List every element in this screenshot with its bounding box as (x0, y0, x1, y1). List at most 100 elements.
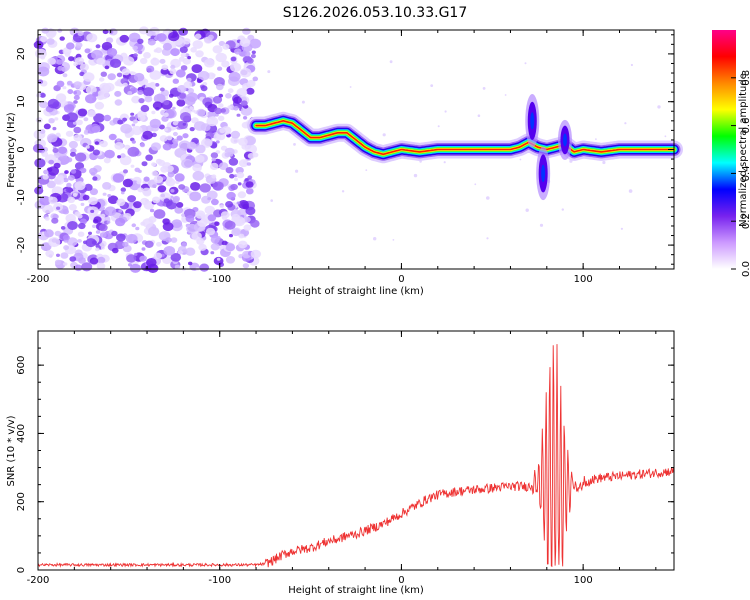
noise-speckle (204, 205, 215, 215)
noise-speckle (120, 153, 126, 158)
spectrogram-ytick-label: 10 (16, 95, 27, 108)
noise-speckle (91, 240, 97, 245)
noise-speckle (215, 113, 219, 117)
noise-speckle (39, 129, 46, 134)
noise-speckle (212, 95, 223, 104)
noise-speckle (170, 189, 175, 193)
noise-speckle (136, 180, 142, 185)
noise-speckle (57, 65, 64, 71)
noise-speckle (127, 146, 140, 157)
noise-speckle (237, 182, 242, 186)
noise-speckle (216, 257, 221, 261)
noise-speckle (91, 49, 103, 60)
noise-speckle (68, 204, 77, 211)
noise-speck (444, 110, 447, 113)
noise-speckle (80, 202, 85, 206)
noise-speckle (73, 95, 80, 101)
noise-speckle (124, 144, 131, 150)
noise-speckle (127, 195, 136, 203)
noise-speckle (79, 63, 89, 71)
noise-speckle (111, 230, 118, 237)
noise-speckle (132, 45, 138, 51)
noise-speckle (93, 113, 105, 123)
noise-speckle (205, 227, 216, 236)
noise-speck (389, 60, 393, 64)
noise-speckle (238, 200, 249, 209)
noise-speckle (244, 51, 251, 57)
noise-speckle (199, 263, 210, 272)
noise-speckle (182, 133, 189, 139)
noise-speckle (65, 130, 74, 137)
noise-speckle (178, 56, 185, 62)
noise-speckle (121, 191, 125, 195)
noise-speckle (210, 243, 220, 251)
snr-ticks: -200 -100 0 100 0 200 400 600 (16, 330, 674, 586)
noise-speckle (215, 140, 220, 144)
noise-speckle (58, 146, 68, 154)
noise-speckle (114, 240, 125, 250)
noise-speckle (66, 182, 72, 188)
noise-speckle (187, 56, 192, 60)
noise-speckle (194, 33, 202, 40)
noise-speckle (230, 183, 238, 191)
noise-speck (486, 196, 490, 200)
noise-speckle (149, 81, 156, 87)
noise-speckle (184, 96, 196, 106)
noise-speckle (42, 174, 49, 180)
noise-speckle (135, 226, 140, 231)
noise-speckle (218, 103, 224, 108)
noise-speckle (96, 57, 106, 65)
noise-speckle (172, 197, 180, 204)
noise-speckle (225, 93, 232, 99)
noise-speckle (211, 198, 219, 206)
noise-speckle (140, 221, 146, 226)
noise-speckle (122, 241, 129, 247)
noise-speckle (221, 240, 228, 246)
noise-speckle (114, 90, 122, 97)
noise-speckle (100, 71, 108, 77)
noise-speckle (170, 237, 178, 243)
noise-speckle (213, 77, 225, 87)
noise-speckle (229, 233, 233, 238)
noise-speckle (210, 162, 219, 170)
noise-speck (657, 105, 661, 109)
noise-speck (443, 161, 446, 164)
noise-speckle (54, 259, 62, 265)
noise-speckle (48, 159, 55, 165)
noise-speckle (169, 68, 177, 75)
noise-speckle (154, 83, 160, 87)
noise-speckle (148, 226, 160, 237)
noise-speckle (92, 224, 97, 228)
noise-speckle (70, 169, 77, 174)
noise-speckle (163, 246, 176, 256)
noise-speckle (176, 135, 183, 141)
noise-speckle (123, 169, 128, 174)
noise-speckle (172, 78, 179, 84)
noise-speckle (220, 211, 230, 219)
noise-speckle (55, 132, 61, 137)
noise-speckle (102, 29, 109, 35)
noise-speckle (85, 145, 90, 149)
noise-speckle (95, 230, 101, 234)
noise-speckle (54, 117, 59, 121)
noise-speckle (83, 117, 89, 122)
noise-speckle (116, 233, 126, 242)
noise-speckle (238, 240, 248, 249)
noise-speckle (239, 67, 252, 78)
noise-speckle (120, 187, 127, 192)
noise-speckle (69, 256, 77, 262)
noise-speckle (180, 65, 188, 71)
noise-speckle (76, 119, 83, 126)
noise-speckle (191, 231, 202, 241)
noise-speckle (200, 85, 208, 92)
noise-speckle (74, 57, 85, 65)
noise-speckle (230, 130, 241, 139)
noise-speckle (230, 56, 237, 62)
noise-speckle (192, 40, 204, 49)
noise-speckle (182, 38, 191, 45)
noise-speckle (122, 117, 127, 122)
colorbar-label: Normalized spectral amplitude (738, 73, 749, 227)
noise-speckle (131, 123, 136, 127)
noise-speckle (48, 237, 61, 248)
noise-speckle (242, 263, 250, 269)
